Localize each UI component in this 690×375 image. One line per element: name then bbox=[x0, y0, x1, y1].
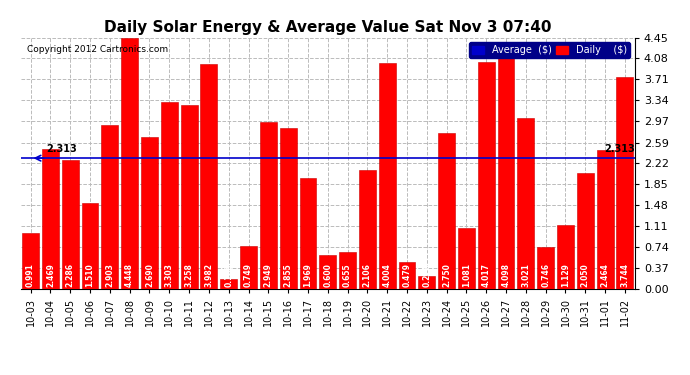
Bar bbox=[399, 262, 415, 289]
Text: 4.098: 4.098 bbox=[502, 263, 511, 287]
Bar bbox=[299, 178, 316, 289]
Bar bbox=[577, 173, 593, 289]
Text: 2.313: 2.313 bbox=[46, 144, 77, 154]
Text: 3.303: 3.303 bbox=[165, 263, 174, 287]
Text: 1.129: 1.129 bbox=[561, 263, 570, 287]
Bar bbox=[181, 105, 197, 289]
Text: 2.690: 2.690 bbox=[145, 263, 154, 287]
Text: 3.982: 3.982 bbox=[204, 263, 213, 287]
Bar bbox=[497, 57, 515, 289]
Text: 0.749: 0.749 bbox=[244, 263, 253, 287]
Bar bbox=[359, 170, 376, 289]
Text: 0.479: 0.479 bbox=[402, 263, 411, 287]
Text: 3.021: 3.021 bbox=[522, 263, 531, 287]
Bar bbox=[81, 204, 99, 289]
Bar bbox=[518, 118, 534, 289]
Text: 0.600: 0.600 bbox=[323, 263, 333, 287]
Text: 2.750: 2.750 bbox=[442, 263, 451, 287]
Text: 2.106: 2.106 bbox=[363, 263, 372, 287]
Text: Copyright 2012 Cartronics.com: Copyright 2012 Cartronics.com bbox=[27, 45, 168, 54]
Bar bbox=[22, 233, 39, 289]
Text: 0.655: 0.655 bbox=[343, 263, 352, 287]
Bar bbox=[339, 252, 356, 289]
Bar bbox=[418, 276, 435, 289]
Bar bbox=[616, 77, 633, 289]
Bar bbox=[240, 246, 257, 289]
Bar bbox=[438, 134, 455, 289]
Bar bbox=[201, 64, 217, 289]
Bar bbox=[220, 279, 237, 289]
Text: 1.510: 1.510 bbox=[86, 263, 95, 287]
Bar bbox=[458, 228, 475, 289]
Text: 0.169: 0.169 bbox=[224, 263, 233, 287]
Bar bbox=[319, 255, 336, 289]
Text: 0.746: 0.746 bbox=[541, 263, 550, 287]
Text: 0.991: 0.991 bbox=[26, 263, 35, 287]
Text: 1.969: 1.969 bbox=[304, 263, 313, 287]
Bar bbox=[557, 225, 574, 289]
Text: 2.050: 2.050 bbox=[581, 263, 590, 287]
Text: 2.464: 2.464 bbox=[600, 263, 609, 287]
Bar bbox=[62, 160, 79, 289]
Bar bbox=[101, 125, 118, 289]
Bar bbox=[597, 150, 613, 289]
Text: 2.855: 2.855 bbox=[284, 263, 293, 287]
Text: 2.469: 2.469 bbox=[46, 263, 55, 287]
Text: 0.226: 0.226 bbox=[422, 263, 431, 287]
Text: 4.448: 4.448 bbox=[125, 263, 134, 287]
Bar bbox=[279, 128, 297, 289]
Text: 3.744: 3.744 bbox=[620, 263, 629, 287]
Bar bbox=[477, 62, 495, 289]
Text: 2.903: 2.903 bbox=[106, 263, 115, 287]
Text: 4.017: 4.017 bbox=[482, 263, 491, 287]
Text: 2.286: 2.286 bbox=[66, 263, 75, 287]
Legend: Average  ($), Daily    ($): Average ($), Daily ($) bbox=[469, 42, 630, 58]
Bar bbox=[260, 122, 277, 289]
Text: 2.313: 2.313 bbox=[604, 144, 635, 154]
Text: 4.004: 4.004 bbox=[383, 263, 392, 287]
Text: 2.949: 2.949 bbox=[264, 263, 273, 287]
Bar bbox=[141, 137, 158, 289]
Text: 3.258: 3.258 bbox=[185, 263, 194, 287]
Bar bbox=[538, 247, 554, 289]
Text: 1.081: 1.081 bbox=[462, 263, 471, 287]
Bar bbox=[121, 38, 138, 289]
Bar bbox=[42, 149, 59, 289]
Title: Daily Solar Energy & Average Value Sat Nov 3 07:40: Daily Solar Energy & Average Value Sat N… bbox=[104, 20, 551, 35]
Bar bbox=[161, 102, 178, 289]
Bar bbox=[379, 63, 395, 289]
